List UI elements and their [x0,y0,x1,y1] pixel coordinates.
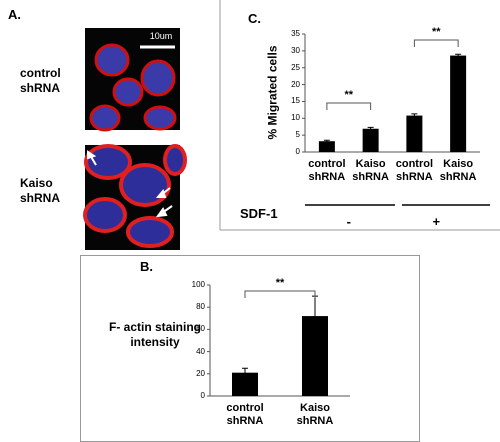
significance-label: ** [275,277,285,289]
x-tick-label: Kaiso shRNA [296,402,334,427]
panel-label: C. [248,11,261,26]
group-value: - [346,214,351,229]
x-tick-label: control shRNA [308,158,346,183]
x-tick-label: Kaiso shRNA [439,158,477,183]
bar [232,372,258,396]
cells [89,43,177,132]
arrows [87,150,173,218]
y-tick-label: 80 [196,302,205,312]
significance-label: ** [431,26,441,38]
error-bar [455,53,462,58]
error-bar [367,126,374,131]
cells [83,144,187,248]
bar [362,128,379,152]
group-label: SDF-1 [240,206,278,221]
y-tick-label: 20 [291,79,300,89]
x-tick-label: control shRNA [226,402,264,427]
group-value: + [432,214,441,229]
significance-bracket [326,102,372,110]
row-label: control shRNA [20,66,61,95]
y-tick-label: 25 [291,62,300,72]
bar [318,141,335,152]
error-bar [411,113,418,118]
significance-bracket [244,290,316,298]
error-bar [323,139,330,143]
error-bar [242,367,248,378]
significance-label: ** [344,89,354,101]
bar [450,55,467,152]
y-tick-label: 30 [291,45,300,55]
y-axis-title: F- actin staining intensity [108,320,201,349]
significance-bracket [413,39,459,47]
y-tick-label: 0 [295,147,300,156]
panel-label: A. [8,7,21,22]
y-tick-label: 5 [295,130,300,140]
panel-label: B. [140,259,153,274]
y-tick-label: 40 [196,346,205,356]
y-tick-label: 15 [291,96,300,106]
y-tick-label: 20 [196,368,205,378]
y-tick-label: 100 [191,280,205,289]
scale-bar-label: 10um [149,31,173,41]
row-label: Kaiso shRNA [20,176,61,205]
y-tick-label: 60 [196,324,205,334]
y-tick-label: 10 [291,113,300,123]
y-tick-label: 35 [291,29,300,38]
bar [406,115,423,152]
x-tick-label: Kaiso shRNA [352,158,389,183]
y-tick-label: 0 [200,391,205,400]
x-tick-label: control shRNA [395,158,434,183]
